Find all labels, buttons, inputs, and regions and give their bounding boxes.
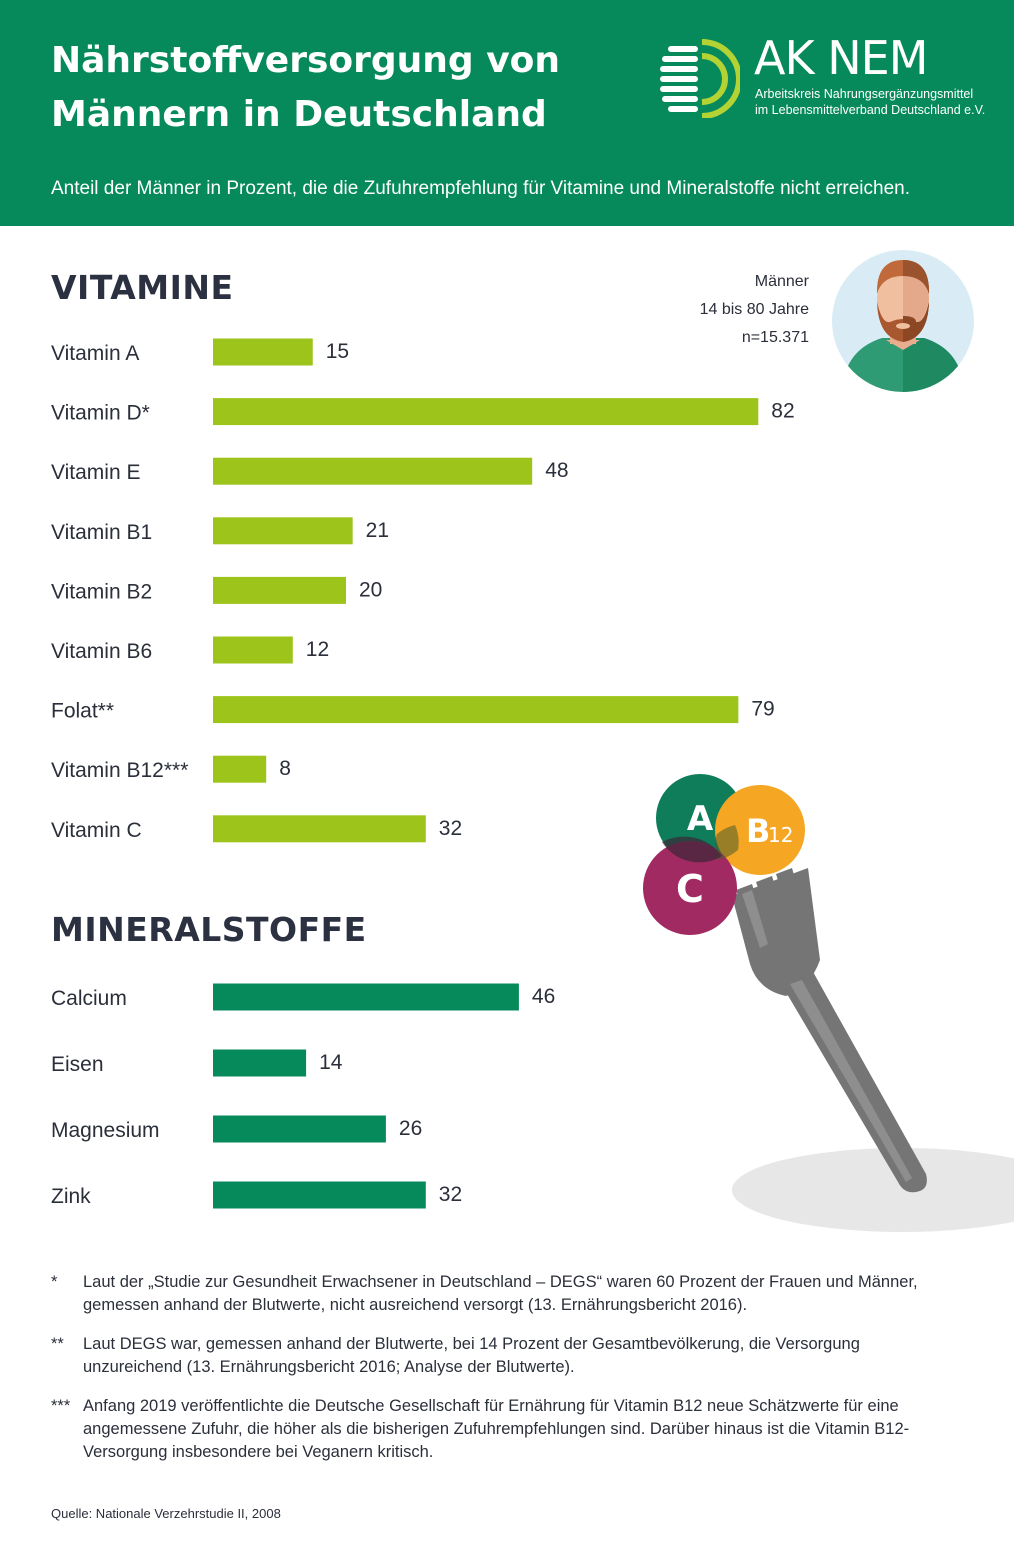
vitamin-value-label: 48 — [545, 459, 568, 482]
footnote-1: * Laut der „Studie zur Gesundheit Erwach… — [51, 1271, 961, 1317]
aknem-logo-icon — [660, 39, 740, 118]
page-title: Nährstoffversorgung von Männern in Deuts… — [51, 34, 611, 142]
sample-info-line-3: n=15.371 — [741, 329, 809, 346]
vitamin-value-label: 82 — [771, 400, 794, 423]
vitamin-ball-b-subscript: 12 — [768, 823, 793, 847]
footnotes: * Laut der „Studie zur Gesundheit Erwach… — [51, 1271, 961, 1480]
vitamin-ball-c-label: C — [676, 867, 704, 911]
logo-subtitle-line-1: Arbeitskreis Nahrungsergänzungsmittel — [755, 87, 974, 101]
vitamin-label: Vitamin B12*** — [51, 759, 188, 782]
mineral-value-label: 46 — [532, 985, 555, 1008]
vitamin-label: Folat** — [51, 700, 114, 723]
vitamin-bar — [213, 815, 426, 843]
mineral-value-label: 26 — [399, 1117, 422, 1140]
logo-name: AK NEM — [754, 31, 928, 85]
sample-info-line-1: Männer — [754, 273, 809, 290]
sample-info-line-2: 14 bis 80 Jahre — [699, 301, 809, 318]
page-subtitle: Anteil der Männer in Prozent, die die Zu… — [51, 178, 910, 199]
logo-subtitle: Arbeitskreis Nahrungsergänzungsmittel im… — [755, 86, 985, 118]
vitamins-bar-chart: Vitamin A 15 Vitamin D* 82 Vitamin E 48 Vitami… — [51, 338, 795, 843]
mineral-bar — [213, 1049, 307, 1077]
vitamin-value-label: 20 — [359, 578, 382, 601]
mineral-bar — [213, 983, 519, 1011]
vitamins-section-title: VITAMINE — [51, 268, 234, 307]
vitamin-value-label: 21 — [366, 519, 389, 542]
mineral-label: Calcium — [51, 987, 127, 1010]
vitamin-bar — [213, 517, 353, 545]
vitamin-label: Vitamin B2 — [51, 580, 152, 603]
header-banner: Nährstoffversorgung von Männern in Deuts… — [0, 0, 1014, 226]
vitamin-label: Vitamin A — [51, 342, 139, 365]
vitamin-bar — [213, 696, 739, 724]
vitamin-bar — [213, 457, 533, 485]
vitamin-value-label: 32 — [439, 817, 462, 840]
vitamin-label: Vitamin E — [51, 461, 141, 484]
vitamin-label: Vitamin C — [51, 819, 142, 842]
mineral-bar — [213, 1181, 426, 1209]
logo-subtitle-line-2: im Lebensmittelverband Deutschland e.V. — [755, 103, 986, 117]
vitamin-ball-a-label: A — [687, 799, 714, 839]
footnote-3-text: Anfang 2019 veröffentlichte die Deutsche… — [83, 1397, 910, 1461]
vitamin-bar — [213, 755, 267, 783]
title-line-2: Männern in Deutschland — [51, 94, 547, 135]
vitamin-value-label: 8 — [279, 757, 291, 780]
vitamin-bar — [213, 636, 293, 664]
title-line-1: Nährstoffversorgung von — [51, 40, 561, 81]
footnote-2-mark: ** — [51, 1335, 64, 1353]
vitamin-label: Vitamin D* — [51, 402, 150, 425]
source-note: Quelle: Nationale Verzehrstudie II, 2008 — [51, 1506, 281, 1521]
mineral-value-label: 32 — [439, 1183, 462, 1206]
mineral-bar — [213, 1115, 386, 1143]
footnote-1-text: Laut der „Studie zur Gesundheit Erwachse… — [83, 1273, 918, 1314]
minerals-section-title: MINERALSTOFFE — [51, 910, 367, 949]
fork-with-vitamins-icon: A B 12 C — [643, 774, 1014, 1232]
vitamin-value-label: 12 — [306, 638, 329, 661]
footnote-2: ** Laut DEGS war, gemessen anhand der Bl… — [51, 1333, 961, 1379]
footnote-1-mark: * — [51, 1273, 58, 1291]
man-avatar-icon — [832, 250, 974, 392]
vitamin-bar — [213, 576, 346, 604]
footnote-3: *** Anfang 2019 veröffentlichte die Deut… — [51, 1395, 961, 1464]
vitamin-bar — [213, 398, 759, 426]
vitamin-label: Vitamin B1 — [51, 521, 152, 544]
mineral-label: Magnesium — [51, 1119, 160, 1142]
mineral-value-label: 14 — [319, 1051, 343, 1074]
footnote-3-mark: *** — [51, 1397, 71, 1415]
vitamin-bar — [213, 338, 313, 366]
mineral-label: Zink — [51, 1185, 91, 1208]
vitamin-ball-b-label: B — [746, 812, 770, 850]
aknem-logo: AK NEM Arbeitskreis Nahrungsergänzungsmi… — [660, 31, 990, 120]
vitamin-label: Vitamin B6 — [51, 640, 152, 663]
sample-info: Männer 14 bis 80 Jahre n=15.371 — [700, 268, 809, 352]
vitamin-value-label: 15 — [326, 340, 349, 363]
mineral-label: Eisen — [51, 1053, 104, 1076]
minerals-bar-chart: Calcium 46 Eisen 14 Magnesium 26 Zink 32 — [51, 983, 555, 1209]
vitamin-value-label: 79 — [751, 698, 774, 721]
footnote-2-text: Laut DEGS war, gemessen anhand der Blutw… — [83, 1335, 860, 1376]
